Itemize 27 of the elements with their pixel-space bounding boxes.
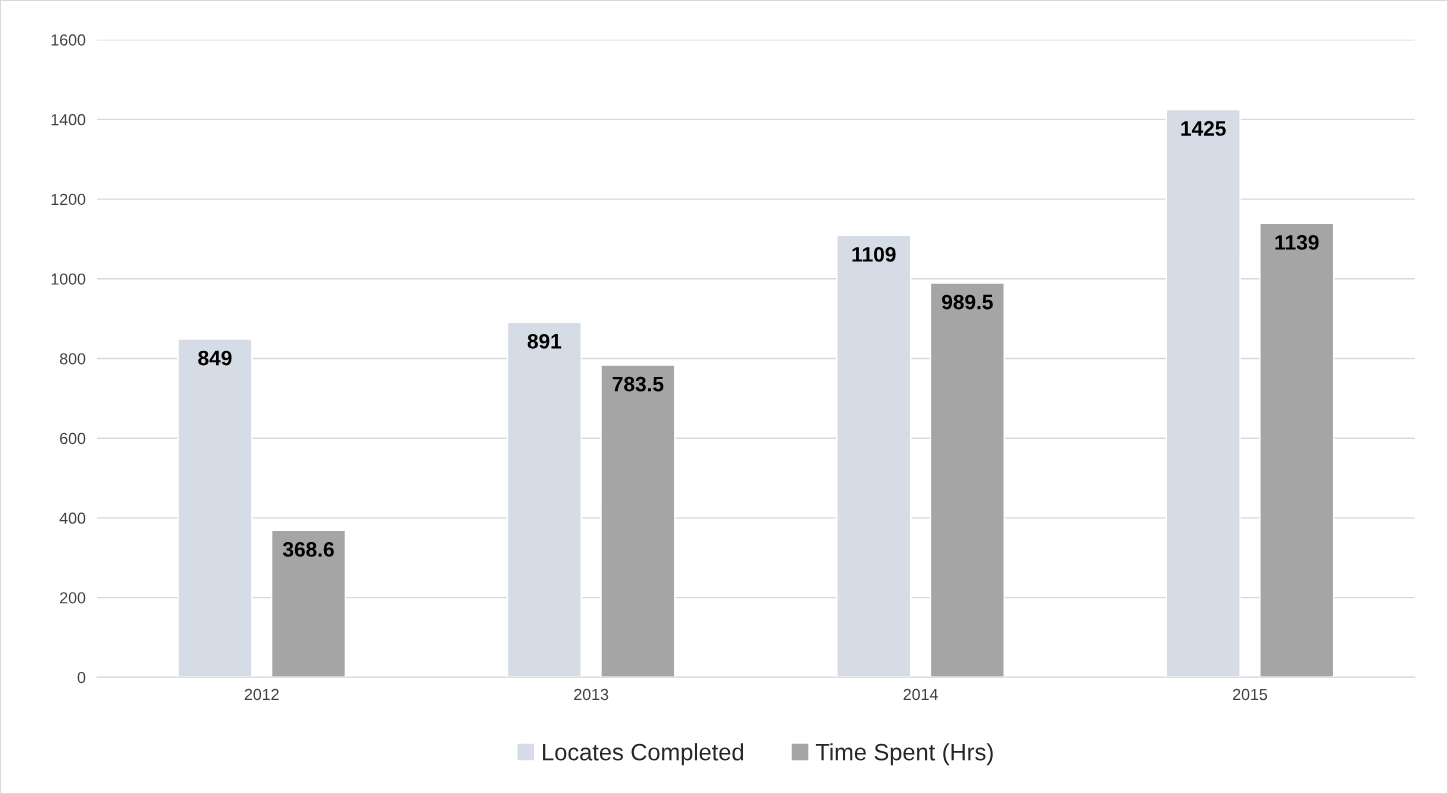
bar (270, 529, 347, 678)
data-label: 368.6 (282, 542, 334, 557)
data-label: 891 (527, 333, 562, 349)
x-tick-label: 2012 (244, 688, 279, 701)
x-tick-label: 2014 (903, 688, 938, 701)
data-label: 783.5 (612, 376, 664, 392)
y-tick-label: 600 (60, 432, 86, 445)
legend-label: Time Spent (Hrs) (815, 743, 993, 766)
x-tick-label: 2013 (574, 688, 609, 701)
y-tick-label: 0 (77, 671, 86, 684)
y-tick-label: 400 (59, 512, 86, 524)
x-tick-label: 2015 (1233, 688, 1268, 701)
y-tick-label: 1000 (51, 273, 86, 285)
data-label: 989.5 (942, 294, 993, 310)
y-tick-label: 1600 (51, 34, 86, 46)
y-tick-label: 1200 (51, 193, 86, 206)
bar (929, 282, 1005, 678)
data-label: 1425 (1181, 121, 1226, 136)
data-label: 849 (198, 350, 232, 366)
y-tick-label: 200 (60, 592, 86, 604)
bar (1259, 222, 1335, 678)
bar (600, 364, 676, 678)
y-tick-label: 800 (59, 353, 86, 365)
legend-label: Locates Completed (543, 743, 744, 766)
data-label: 1139 (1275, 235, 1319, 250)
y-tick-label: 1400 (51, 114, 86, 126)
data-label: 1109 (852, 247, 896, 262)
